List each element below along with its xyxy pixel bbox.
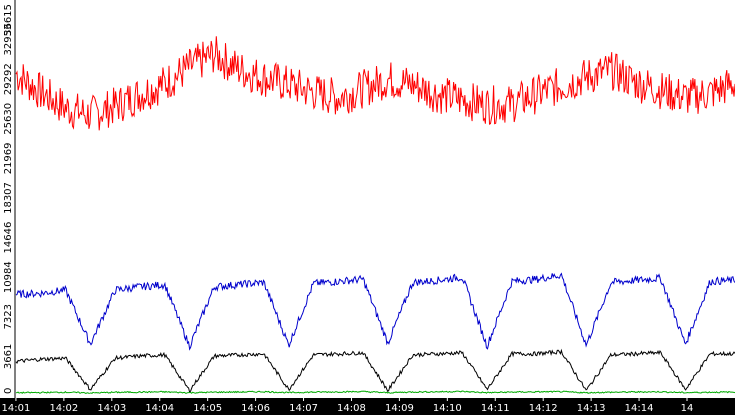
series-line-3 xyxy=(15,390,735,395)
x-tick-label: 14:01 xyxy=(2,403,31,414)
x-tick-label: 14:08 xyxy=(337,403,366,414)
x-axis-bar xyxy=(0,398,735,415)
y-tick-label: 10984 xyxy=(3,261,14,293)
y-tick-label: 29292 xyxy=(3,63,14,95)
y-tick-label: 18307 xyxy=(3,182,14,214)
x-tick-label: 14:04 xyxy=(145,403,174,414)
series-line-1 xyxy=(15,272,735,351)
y-tick-label: 14646 xyxy=(3,222,14,254)
y-tick-label: 7323 xyxy=(3,304,14,329)
x-tick-label: 14:03 xyxy=(97,403,126,414)
x-tick-label: 14:11 xyxy=(481,403,510,414)
x-tick-label: 14:09 xyxy=(385,403,414,414)
x-tick-label: 14:14 xyxy=(625,403,654,414)
x-tick-label: 14:02 xyxy=(49,403,78,414)
y-tick-label: 32953 xyxy=(3,24,14,56)
x-tick-label: 14:05 xyxy=(193,403,222,414)
x-tick-label: 14:12 xyxy=(529,403,558,414)
series-line-2 xyxy=(15,348,735,394)
y-tick-label: 36615 xyxy=(3,4,14,36)
y-tick-label: 3661 xyxy=(3,344,14,369)
y-axis: 0 3661 7323 10984 14646 18307 21969 25630 29292 3… xyxy=(3,4,14,394)
x-tick-label: 14:10 xyxy=(433,403,462,414)
x-tick-label: 14 xyxy=(681,403,694,414)
x-tick-label: 14:06 xyxy=(241,403,270,414)
series-line-0 xyxy=(15,36,735,131)
x-tick-label: 14:13 xyxy=(577,403,606,414)
y-tick-label: 25630 xyxy=(3,103,14,135)
y-tick-label: 21969 xyxy=(3,142,14,174)
x-axis: 14:01 14:02 14:03 14:04 14:05 14:06 14:07 14:08… xyxy=(2,398,694,414)
series-layer xyxy=(15,36,735,395)
y-axis-bar xyxy=(0,0,15,398)
x-tick-label: 14:07 xyxy=(289,403,318,414)
y-tick-label: 0 xyxy=(3,388,14,394)
